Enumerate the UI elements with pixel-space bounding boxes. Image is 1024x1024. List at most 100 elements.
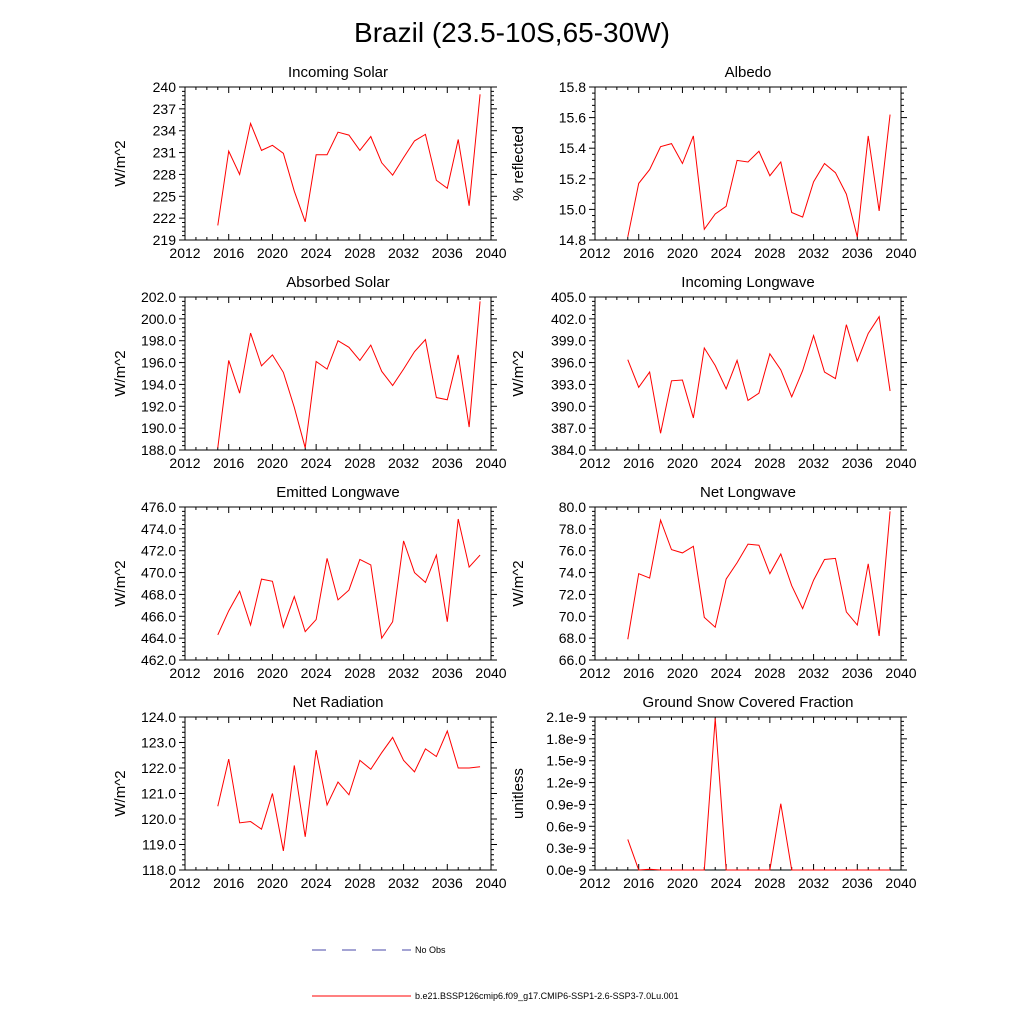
y-tick-label: 225	[153, 188, 177, 204]
x-tick-label: 2016	[623, 665, 654, 681]
chart-panels: Incoming Solar 2012 2016 2020 2024 2028 2032 20…	[112, 64, 917, 891]
plot-frame	[184, 86, 492, 241]
y-tick-label: 462.0	[141, 652, 176, 668]
x-tick-label: 2024	[301, 665, 332, 681]
y-tick-label: 222	[153, 210, 177, 226]
series-line	[217, 729, 481, 851]
x-tick-label: 2016	[623, 455, 654, 471]
panel-title: Absorbed Solar	[286, 274, 389, 291]
series-line	[627, 315, 891, 434]
x-tick-label: 2012	[169, 875, 200, 891]
x-tick-label: 2036	[432, 455, 463, 471]
x-tick-label: 2028	[344, 665, 375, 681]
x-tick-label: 2028	[344, 875, 375, 891]
y-tick-label: 15.4	[559, 140, 586, 156]
series-line	[217, 301, 481, 448]
x-tick-label: 2020	[257, 665, 288, 681]
y-tick-label: 0.3e-9	[546, 840, 586, 856]
x-tick-label: 2020	[667, 455, 698, 471]
x-tick-label: 2016	[213, 455, 244, 471]
series-line	[217, 518, 481, 640]
y-tick-label: 393.0	[551, 376, 586, 392]
y-tick-label: 476.0	[141, 499, 176, 515]
series-line	[627, 114, 891, 238]
y-tick-label: 68.0	[559, 630, 586, 646]
panel-albedo: Albedo 2012 2016 2020 2024 2028 2032 2036 2040 14…	[510, 64, 917, 261]
panel-ground-snow-covered-fraction: Ground Snow Covered Fraction 2012 2016 2020…	[510, 694, 917, 891]
x-tick-label: 2012	[169, 455, 200, 471]
x-tick-label: 2012	[169, 665, 200, 681]
x-tick-label: 2016	[623, 245, 654, 261]
legend-label-obs: No Obs	[415, 945, 446, 955]
y-tick-label: 1.8e-9	[546, 731, 586, 747]
x-tick-label: 2040	[475, 665, 506, 681]
x-tick-label: 2040	[885, 455, 916, 471]
legend-label-model: b.e21.BSSP126cmip6.f09_g17.CMIP6-SSP1-2.…	[415, 991, 679, 1001]
x-tick-label: 2036	[842, 245, 873, 261]
series-line	[627, 718, 891, 871]
panel-incoming-solar: Incoming Solar 2012 2016 2020 2024 2028 2032 20…	[112, 64, 507, 261]
panel-absorbed-solar: Absorbed Solar 2012 2016 2020 2024 2028 2032 20…	[112, 274, 507, 471]
y-tick-label: 15.2	[559, 171, 586, 187]
x-tick-label: 2020	[667, 245, 698, 261]
panel-net-longwave: Net Longwave 2012 2016 2020 2024 2028 2032 2036…	[510, 484, 917, 681]
x-tick-label: 2032	[388, 245, 419, 261]
y-tick-label: 0.9e-9	[546, 796, 586, 812]
x-tick-label: 2036	[432, 875, 463, 891]
panel-emitted-longwave: Emitted Longwave 2012 2016 2020 2024 2028 2032…	[112, 484, 507, 681]
x-tick-label: 2028	[754, 875, 785, 891]
x-tick-label: 2016	[213, 245, 244, 261]
y-tick-label: 15.8	[559, 79, 586, 95]
series-line	[627, 511, 891, 640]
panel-title: Albedo	[725, 64, 772, 81]
x-tick-label: 2040	[885, 245, 916, 261]
y-tick-label: 14.8	[559, 232, 586, 248]
x-tick-label: 2032	[798, 245, 829, 261]
y-axis-label: W/m^2	[510, 350, 527, 396]
y-tick-label: 468.0	[141, 586, 176, 602]
panel-title: Incoming Solar	[288, 64, 388, 81]
x-tick-label: 2028	[754, 245, 785, 261]
plot-frame	[184, 506, 492, 661]
x-tick-label: 2020	[667, 665, 698, 681]
x-tick-label: 2032	[388, 875, 419, 891]
y-axis-label: W/m^2	[112, 140, 129, 186]
y-tick-label: 1.5e-9	[546, 753, 586, 769]
y-tick-label: 66.0	[559, 652, 586, 668]
y-tick-label: 472.0	[141, 543, 176, 559]
x-tick-label: 2040	[885, 875, 916, 891]
y-tick-label: 74.0	[559, 565, 586, 581]
x-tick-label: 2032	[798, 875, 829, 891]
plot-frame	[594, 86, 902, 241]
y-tick-label: 15.0	[559, 201, 586, 217]
y-axis-label: W/m^2	[112, 560, 129, 606]
y-tick-label: 405.0	[551, 289, 586, 305]
y-tick-label: 192.0	[141, 398, 176, 414]
panel-title: Emitted Longwave	[276, 484, 399, 501]
x-tick-label: 2024	[711, 455, 742, 471]
y-tick-label: 231	[153, 145, 177, 161]
x-tick-label: 2012	[579, 875, 610, 891]
panel-title: Incoming Longwave	[681, 274, 814, 291]
x-tick-label: 2028	[344, 245, 375, 261]
y-tick-label: 234	[153, 123, 177, 139]
y-tick-label: 2.1e-9	[546, 709, 586, 725]
panel-title: Net Radiation	[293, 694, 384, 711]
y-tick-label: 188.0	[141, 442, 176, 458]
x-tick-label: 2020	[257, 245, 288, 261]
plot-frame	[594, 716, 902, 871]
y-tick-label: 196.0	[141, 355, 176, 371]
x-tick-label: 2040	[885, 665, 916, 681]
x-tick-label: 2024	[301, 455, 332, 471]
y-tick-label: 119.0	[142, 837, 176, 853]
y-tick-label: 202.0	[141, 289, 176, 305]
x-tick-label: 2024	[301, 875, 332, 891]
x-tick-label: 2036	[842, 665, 873, 681]
x-tick-label: 2012	[579, 245, 610, 261]
x-tick-label: 2036	[842, 875, 873, 891]
y-tick-label: 200.0	[141, 311, 176, 327]
y-tick-label: 15.6	[559, 110, 586, 126]
x-tick-label: 2016	[213, 875, 244, 891]
y-tick-label: 120.0	[141, 811, 176, 827]
